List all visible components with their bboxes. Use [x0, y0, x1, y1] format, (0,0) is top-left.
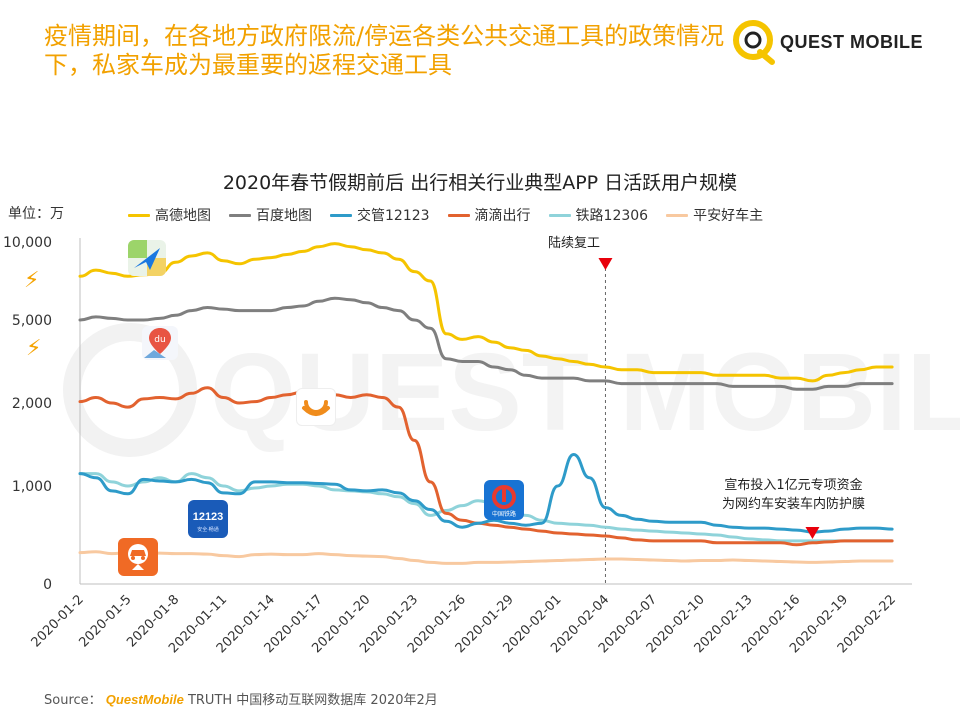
legend-label: 滴滴出行 [474, 208, 531, 224]
svg-text:安全·畅通: 安全·畅通 [197, 526, 219, 533]
unit-label: 单位：万 [8, 206, 64, 222]
legend-item-12306: 铁路12306 [548, 205, 649, 225]
series-line-2 [78, 453, 894, 534]
y-tick-label: 2,000 [12, 396, 52, 412]
source-label: Source： [44, 693, 102, 708]
legend-swatch [447, 213, 470, 217]
pingan-haochezhu-icon [118, 538, 158, 576]
headline-line2: 下，私家车成为最重要的返程交通工具 [44, 51, 452, 79]
lightning-icon: ⚡ [24, 268, 40, 293]
series-line-1 [78, 296, 894, 391]
legend-swatch [128, 213, 150, 217]
chart-legend: 高德地图 百度地图 交管12123 滴滴出行 铁路12306 平安好车主 [128, 205, 781, 225]
legend-swatch [229, 213, 251, 217]
lightning-icon: ⚡ [26, 336, 42, 361]
annotation-resume-work: 陆续复工 [548, 236, 601, 251]
source-rest: TRUTH 中国移动互联网数据库 2020年2月 [187, 693, 438, 708]
series-line-0 [78, 242, 894, 383]
legend-label: 高德地图 [155, 208, 211, 224]
headline-line1: 疫情期间，在各地方政府限流/停运各类公共交通工具的政策情况 [44, 22, 725, 50]
svg-text:du: du [154, 335, 165, 345]
svg-text:12123: 12123 [193, 511, 224, 523]
annotation-marker-resume-work [598, 258, 613, 270]
page-headline: 疫情期间，在各地方政府限流/停运各类公共交通工具的政策情况 下，私家车成为最重要… [44, 22, 734, 80]
svg-text:中国铁路: 中国铁路 [492, 510, 516, 518]
source-line: Source： QuestMobile TRUTH 中国移动互联网数据库 202… [44, 689, 438, 708]
chart-title: 2020年春节假期前后 出行相关行业典型APP 日活跃用户规模 [222, 172, 738, 194]
y-tick-label: 0 [43, 577, 52, 593]
legend-item-12123: 交管12123 [330, 205, 430, 225]
legend-swatch [548, 213, 571, 217]
quest-mobile-logo-icon [733, 20, 775, 65]
series-line-5 [78, 550, 894, 565]
railway-12306-icon: 中国铁路 [484, 480, 524, 520]
logo-text: QUEST MOBILE [780, 32, 924, 52]
jiaoguan-12123-icon: 12123 安全·畅通 [188, 500, 228, 538]
quest-mobile-logo: QUEST MOBILE [730, 16, 930, 68]
legend-item-pingan: 平安好车主 [666, 205, 763, 225]
series-line-3 [78, 386, 894, 547]
legend-item-baidu: 百度地图 [229, 205, 312, 225]
legend-swatch [666, 213, 689, 217]
baidu-map-icon: du [142, 326, 178, 360]
legend-label: 百度地图 [256, 208, 312, 224]
annotation-didi-fund: 宣布投入1亿元专项资金 为网约车安装车内防护膜 [722, 478, 866, 512]
y-tick-label: 10,000 [3, 235, 52, 251]
legend-item-didi: 滴滴出行 [447, 205, 531, 225]
source-brand: QuestMobile [105, 692, 184, 707]
legend-item-gaode: 高德地图 [128, 205, 211, 225]
legend-label: 平安好车主 [693, 208, 764, 224]
legend-label: 铁路12306 [575, 208, 649, 224]
annotation-marker-didi-fund [805, 527, 820, 539]
legend-label: 交管12123 [357, 208, 430, 224]
y-tick-label: 1,000 [12, 479, 52, 495]
legend-swatch [330, 213, 352, 217]
gaode-map-icon [128, 240, 166, 276]
y-tick-label: 5,000 [12, 313, 52, 329]
didi-icon [296, 388, 336, 426]
